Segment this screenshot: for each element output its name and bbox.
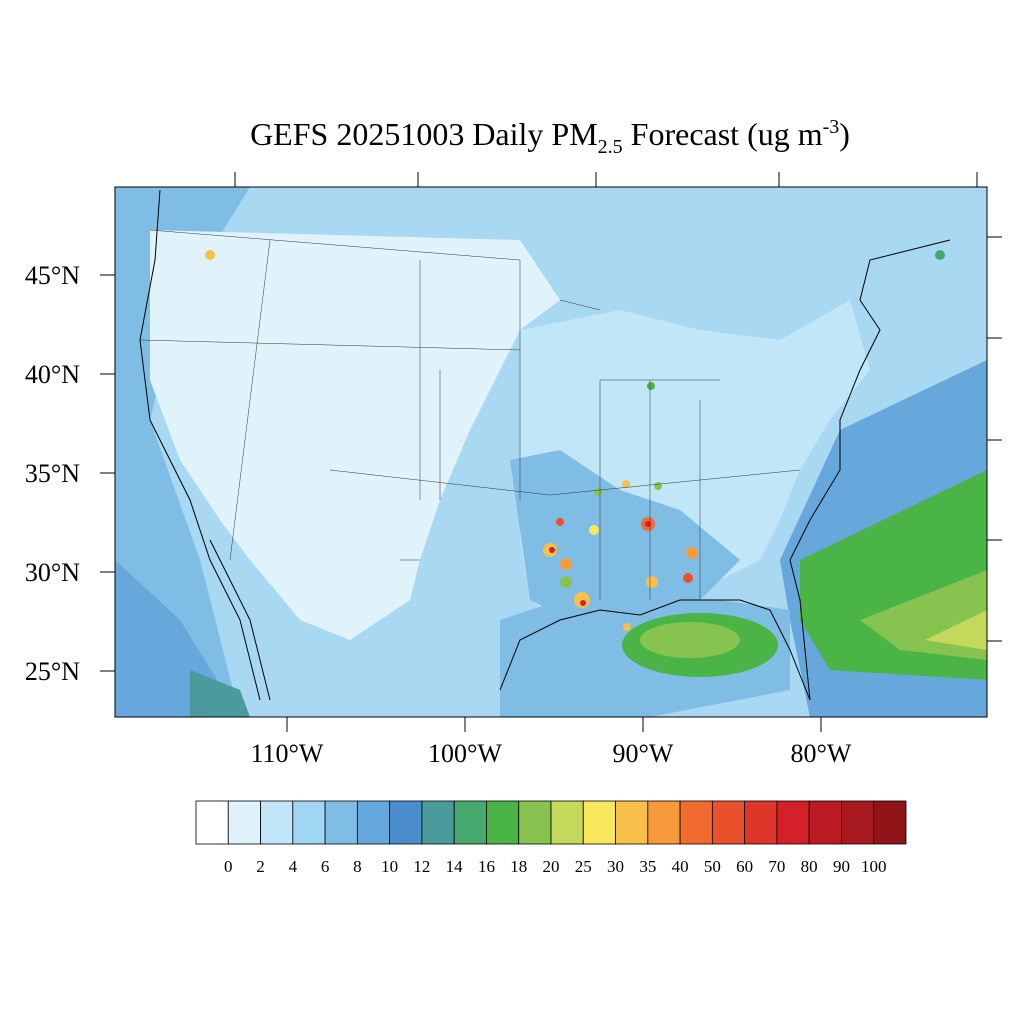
- colorbar-box: [324, 800, 358, 845]
- colorbar-box: [550, 800, 584, 845]
- colorbar-box: [389, 800, 423, 845]
- pacific: [115, 187, 250, 717]
- colorbar-box: [873, 800, 907, 845]
- axes: 45°N 40°N 35°N 30°N 25°N 110°W 100°W 90°W 80°W: [25, 261, 852, 768]
- lat-tick-label: 30°N: [25, 558, 80, 587]
- colorbar-label: 0: [224, 857, 233, 876]
- title-subscript: 2.5: [598, 136, 623, 158]
- colorbar-box: [582, 800, 616, 845]
- colorbar-box: [647, 800, 681, 845]
- colorbar-label: 8: [353, 857, 362, 876]
- colorbar-box: [356, 800, 391, 845]
- atlantic-yellowgreen: [925, 610, 987, 650]
- colorbar-box: [841, 800, 875, 845]
- lat-tick-label: 25°N: [25, 657, 80, 686]
- colorbar-label: 60: [736, 857, 753, 876]
- colorbar-box: [808, 800, 842, 845]
- colorbar-box: [518, 800, 552, 845]
- colorbar-box: [486, 800, 520, 845]
- colorbar-label: 10: [381, 857, 398, 876]
- colorbar-label: 100: [861, 857, 887, 876]
- gulf-lightgreen: [640, 622, 740, 658]
- colorbar: 0 2 4 6 8 10 12 14 16 18 20 25 30 35 40 50 60 70 80 90 100: [195, 800, 907, 876]
- plot-frame: [114, 186, 988, 718]
- state-borders: [139, 229, 801, 600]
- colorbar-label: 4: [289, 857, 298, 876]
- colorbar-box: [453, 800, 487, 845]
- colorbar-label: 80: [801, 857, 818, 876]
- colorbar-box: [227, 800, 261, 845]
- lon-tick-label: 110°W: [251, 739, 324, 768]
- map-field: [115, 187, 987, 717]
- colorbar-box: [711, 800, 746, 845]
- title: GEFS 20251003 Daily PM2.5 Forecast (ug m…: [250, 116, 850, 158]
- colorbar-label: 40: [672, 857, 689, 876]
- top-ticks: [234, 172, 978, 187]
- colorbar-box: [260, 800, 294, 845]
- lon-tick-label: 90°W: [613, 739, 674, 768]
- lon-tick-label: 100°W: [428, 739, 502, 768]
- colorbar-label: 18: [510, 857, 527, 876]
- colorbar-label: 14: [446, 857, 464, 876]
- title-middle: Forecast (ug m: [623, 116, 823, 152]
- coastline: [139, 189, 951, 701]
- colorbar-label: 20: [543, 857, 560, 876]
- colorbar-box: [776, 800, 810, 845]
- lat-tick-label: 35°N: [25, 459, 80, 488]
- colorbar-box: [421, 800, 455, 845]
- lat-tick-label: 45°N: [25, 261, 80, 290]
- title-end: ): [839, 116, 850, 152]
- west-land: [150, 230, 560, 640]
- colorbar-label: 90: [833, 857, 850, 876]
- lon-tick-label: 80°W: [791, 739, 852, 768]
- colorbar-box: [292, 800, 326, 845]
- colorbar-box: [615, 800, 649, 845]
- colorbar-label: 30: [607, 857, 624, 876]
- colorbar-label: 25: [575, 857, 592, 876]
- colorbar-label: 6: [321, 857, 330, 876]
- title-main: GEFS 20251003 Daily PM: [250, 116, 598, 152]
- colorbar-label: 16: [478, 857, 495, 876]
- colorbar-label: 70: [768, 857, 785, 876]
- hotspots: [205, 250, 945, 631]
- colorbar-label: 35: [639, 857, 656, 876]
- colorbar-label: 12: [413, 857, 430, 876]
- right-ticks: [987, 236, 1002, 642]
- colorbar-box: [744, 800, 778, 845]
- pacific-teal: [190, 670, 250, 717]
- colorbar-box: [195, 800, 229, 845]
- lat-tick-label: 40°N: [25, 360, 80, 389]
- colorbar-box: [679, 800, 713, 845]
- colorbar-label: 2: [256, 857, 265, 876]
- colorbar-label: 50: [704, 857, 721, 876]
- title-superscript: -3: [823, 116, 840, 138]
